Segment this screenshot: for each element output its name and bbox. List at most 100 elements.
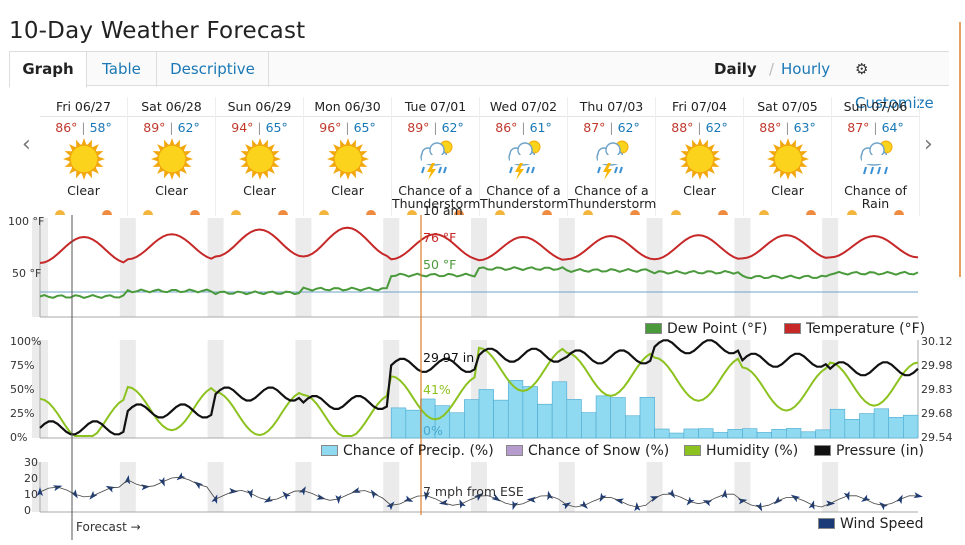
precip-bar [815, 429, 831, 439]
low-temp: 61° [529, 120, 552, 135]
rain-icon [854, 137, 898, 181]
legend-label: Wind Speed [840, 516, 924, 532]
side-panel-edge [959, 22, 965, 277]
sunset-icon [542, 210, 552, 215]
precip-bar [829, 408, 846, 439]
night-band [558, 462, 575, 512]
precip-bar [800, 431, 816, 439]
temperature-line [39, 226, 919, 264]
precip-bar [405, 409, 421, 439]
legend-label: Chance of Precip. (%) [343, 443, 494, 459]
precip-bar [654, 428, 670, 439]
precip-bar [903, 414, 919, 439]
y-tick-wind: 0 [24, 504, 31, 517]
y-tick-wind: 10 [24, 488, 38, 501]
tab-table[interactable]: Table [87, 52, 157, 87]
high-temp: 89° [407, 120, 430, 135]
day-column[interactable]: Sun 06/29 94° | 65° Clear [216, 97, 304, 216]
legend-pressure[interactable]: Pressure (in) [814, 443, 924, 459]
day-condition: Clear [155, 183, 188, 198]
dew-point-line [39, 266, 919, 299]
legend-dew-point[interactable]: Dew Point (°F) [645, 321, 767, 337]
day-date: Sun 07/06 [832, 97, 919, 117]
wind-arrow [386, 501, 395, 511]
wind-arrow [579, 500, 588, 509]
day-condition: Chance of a Thunderstorm [392, 183, 481, 211]
wind-speed-line [39, 476, 919, 508]
legend-precip[interactable]: Chance of Precip. (%) [321, 443, 494, 459]
view-hourly[interactable]: Hourly [781, 60, 831, 78]
customize-button[interactable]: ⚙ Customize [855, 52, 949, 112]
day-column[interactable]: Mon 06/30 96° | 65° Clear [304, 97, 392, 216]
precip-bar [478, 389, 494, 439]
legend-humidity[interactable]: Humidity (%) [684, 443, 798, 459]
high-temp: 88° [759, 120, 782, 135]
wind-arrow [773, 496, 783, 505]
y-tick-wind: 20 [24, 472, 38, 485]
precip-bar [537, 403, 553, 439]
day-column[interactable]: Thu 07/03 87° | 62° Chance of a Thundersto… [568, 97, 656, 216]
day-date: Thu 07/03 [568, 97, 655, 117]
tab-descriptive[interactable]: Descriptive [157, 52, 269, 87]
prev-arrow[interactable]: ‹ [22, 132, 31, 157]
night-band [119, 462, 136, 512]
day-column[interactable]: Wed 07/02 86° | 61° Chance of a Thundersto… [480, 97, 568, 216]
sun-icon [150, 137, 194, 181]
day-column[interactable]: Fri 06/27 86° | 58° Clear [40, 97, 128, 216]
wind-arrow [403, 495, 414, 502]
y-tick-right: 29.98 [921, 359, 953, 372]
day-column[interactable]: Sat 06/28 89° | 62° Clear [128, 97, 216, 216]
precip-bar [390, 407, 407, 439]
customize-label: Customize [855, 94, 934, 112]
wind-arrow [879, 501, 888, 511]
sunrise-icon [759, 210, 769, 215]
day-temps: 94° | 65° [231, 120, 288, 135]
day-condition: Chance of a Thunderstorm [480, 183, 569, 211]
wind-arrow [667, 489, 676, 499]
thunderstorm-icon [414, 137, 458, 181]
y-tick-right: 29.83 [921, 383, 953, 396]
day-temps: 86° | 58° [55, 120, 112, 135]
day-column[interactable]: Sun 07/06 87° | 64° Chance of Rain [832, 97, 920, 216]
tab-graph[interactable]: Graph [9, 52, 87, 88]
view-separator: / [769, 60, 775, 78]
legend-temperature[interactable]: Temperature (°F) [784, 321, 925, 337]
next-arrow[interactable]: › [924, 132, 933, 157]
day-condition: Clear [683, 183, 716, 198]
sunset-icon [366, 210, 376, 215]
y-tick: 50 °F [12, 267, 42, 280]
legend-wind-speed[interactable]: Wind Speed [818, 516, 924, 532]
y-tick-left: 75% [10, 359, 35, 372]
low-temp: 65° [265, 120, 288, 135]
precip-bar [698, 428, 714, 439]
sunrise-icon [143, 210, 153, 215]
legend-snow[interactable]: Chance of Snow (%) [506, 443, 669, 459]
legend-label: Dew Point (°F) [667, 321, 768, 337]
view-daily[interactable]: Daily [714, 60, 757, 78]
night-band [295, 462, 312, 512]
day-condition: Clear [771, 183, 804, 198]
day-temps: 86° | 61° [495, 120, 552, 135]
humidity-line [39, 346, 919, 437]
y-tick-right: 29.54 [921, 431, 953, 444]
day-column[interactable]: Tue 07/01 89° | 62° Chance of a Thundersto… [392, 97, 480, 216]
wind-arrow [176, 472, 186, 481]
page-title: 10-Day Weather Forecast [9, 18, 306, 44]
sunrise-icon [583, 210, 593, 215]
day-temps: 87° | 64° [847, 120, 904, 135]
day-date: Fri 07/04 [656, 97, 743, 117]
precip-bar [493, 399, 509, 439]
wind-arrow [547, 490, 554, 501]
precip-bar [581, 412, 597, 439]
day-column[interactable]: Sat 07/05 88° | 63° Clear [744, 97, 832, 216]
sunrise-icon [407, 210, 417, 215]
day-column[interactable]: Fri 07/04 88° | 62° Clear [656, 97, 744, 216]
day-date: Tue 07/01 [392, 97, 479, 117]
low-temp: 62° [705, 120, 728, 135]
y-tick-right: 30.12 [921, 335, 953, 348]
precip-bar [844, 419, 860, 439]
cursor-temp: 76 °F [423, 230, 457, 245]
day-date: Sat 06/28 [128, 97, 215, 117]
precip-bar [712, 432, 729, 439]
day-temps: 96° | 65° [319, 120, 376, 135]
